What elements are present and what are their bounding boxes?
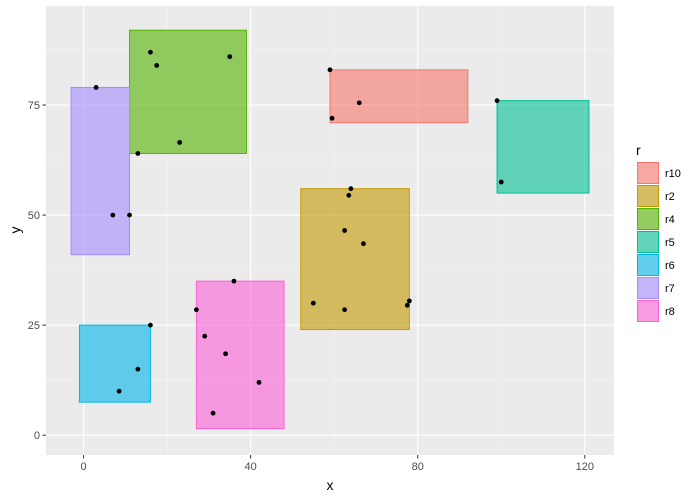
data-point: [110, 212, 116, 218]
data-point: [406, 298, 412, 304]
region-rect-r7: [70, 86, 131, 256]
x-tick-label: 80: [412, 461, 424, 473]
legend-label-r4: r4: [665, 214, 675, 226]
x-tick-label: 120: [576, 461, 594, 473]
data-point: [310, 300, 316, 306]
x-tick-label: 0: [81, 461, 87, 473]
data-point: [494, 98, 500, 104]
data-point: [193, 307, 199, 313]
data-point: [361, 241, 366, 247]
data-point: [346, 192, 352, 198]
data-point: [127, 212, 132, 218]
legend-key-r8: [637, 300, 659, 322]
region-rect-r4: [129, 29, 247, 154]
data-point: [348, 186, 354, 192]
legend-key-r10: [637, 162, 659, 184]
data-point: [329, 115, 335, 121]
data-point: [135, 366, 141, 372]
region-rectangles: [70, 29, 590, 430]
y-tick-label: 50: [28, 210, 40, 222]
legend-key-r6: [637, 254, 659, 276]
data-points: [93, 49, 504, 416]
region-rect-r6: [78, 324, 151, 403]
data-point: [404, 302, 410, 308]
legend-label-r6: r6: [665, 260, 675, 272]
legend-label-r5: r5: [665, 237, 675, 249]
legend: r r10 r2 r4 r5 r6 r7 r8: [636, 142, 681, 322]
region-rect-r8: [195, 280, 285, 430]
data-point: [116, 388, 122, 394]
region-rect-r2: [300, 188, 410, 331]
data-point: [227, 54, 233, 60]
data-point: [342, 307, 348, 313]
data-point: [231, 278, 237, 284]
data-point: [148, 49, 153, 55]
region-rect-r10: [329, 69, 469, 124]
data-point: [135, 151, 141, 156]
y-tick-label: 0: [34, 430, 40, 442]
y-axis-title: y: [7, 227, 23, 234]
y-tick-label: 75: [28, 100, 40, 112]
data-point: [356, 100, 362, 106]
data-point: [342, 228, 348, 233]
data-point: [327, 67, 333, 73]
data-point: [498, 179, 504, 185]
legend-key-r7: [637, 277, 659, 299]
data-point: [154, 63, 160, 68]
y-axis-ticks: 0 25 50 75: [28, 100, 46, 442]
legend-key-r5: [637, 231, 659, 253]
x-axis-ticks: 0 40 80 120: [81, 455, 594, 473]
legend-label-r2: r2: [665, 191, 675, 203]
legend-key-r4: [637, 208, 659, 230]
legend-label-r10: r10: [665, 168, 681, 180]
legend-label-r8: r8: [665, 306, 675, 318]
data-point: [148, 322, 153, 328]
data-point: [202, 333, 208, 339]
legend-key-r2: [637, 185, 659, 207]
data-point: [177, 140, 183, 145]
x-tick-label: 40: [245, 461, 257, 473]
legend-title: r: [636, 142, 641, 158]
legend-label-r7: r7: [665, 283, 675, 295]
x-axis-title: x: [327, 477, 334, 493]
data-point: [223, 351, 228, 357]
region-rect-r5: [496, 100, 590, 194]
data-point: [256, 379, 262, 385]
data-point: [210, 410, 216, 416]
y-tick-label: 25: [28, 320, 40, 332]
data-point: [93, 85, 99, 90]
